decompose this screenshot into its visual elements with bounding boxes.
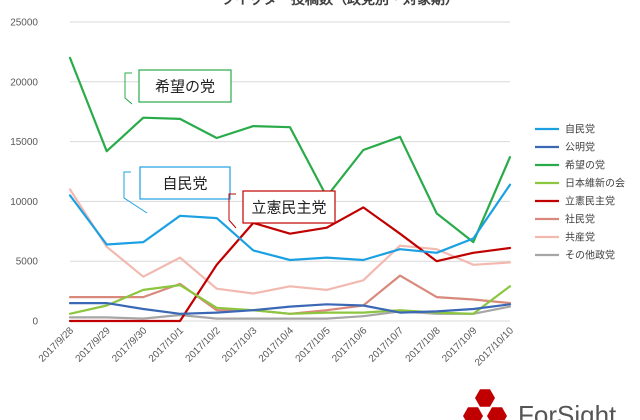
callout-leader — [228, 193, 237, 229]
callout-box — [139, 166, 231, 200]
chart-title: ツイッター投稿数（政党別・対象期） — [221, 0, 459, 7]
legend-item: 公明党 — [535, 141, 595, 154]
x-tick-label: 2017/10/2 — [184, 325, 224, 365]
logo-text: ForSight — [518, 400, 617, 420]
legend-item: 共産党 — [535, 231, 595, 244]
series-line-日本維新の会 — [68, 284, 512, 315]
series-line-希望の党 — [68, 56, 512, 244]
legend-label: その他政党 — [565, 249, 615, 262]
x-tick-label: 2017/10/5 — [294, 325, 334, 365]
y-tick-label: 5000 — [16, 257, 39, 268]
legend-label: 共産党 — [565, 231, 595, 244]
callout-box — [242, 190, 336, 224]
legend-item: 社民党 — [535, 213, 595, 226]
series-line-自民党 — [68, 183, 512, 262]
legend-label: 公明党 — [565, 141, 595, 154]
y-tick-label: 15000 — [10, 137, 38, 148]
series-line-その他政党 — [68, 305, 512, 320]
x-tick-label: 2017/10/1 — [147, 325, 187, 365]
logo-hex-icon — [487, 407, 507, 420]
legend-label: 日本維新の会 — [565, 177, 625, 190]
callout-box — [138, 69, 232, 103]
legend-label: 希望の党 — [565, 159, 605, 172]
x-tick-label: 2017/10/4 — [257, 325, 297, 365]
y-tick-label: 20000 — [10, 77, 38, 88]
forsight-logo: ForSight — [463, 389, 617, 420]
callout-label: 希望の党 — [155, 79, 215, 96]
series-line-立憲民主党 — [68, 206, 512, 323]
logo-hex-icon — [463, 407, 483, 420]
legend-item: 自民党 — [535, 123, 595, 136]
x-tick-label: 2017/9/29 — [74, 325, 114, 365]
legend-label: 社民党 — [565, 213, 595, 226]
series-line-共産党 — [68, 188, 512, 295]
legend-item: 立憲民主党 — [535, 195, 615, 208]
legend-item: 希望の党 — [535, 159, 605, 172]
x-tick-label: 2017/10/8 — [404, 325, 444, 365]
legend-label: 立憲民主党 — [565, 195, 615, 208]
legend-item: 日本維新の会 — [535, 177, 625, 190]
x-tick-label: 2017/9/30 — [110, 325, 150, 365]
x-tick-label: 2017/10/3 — [220, 325, 260, 365]
callout-label: 立憲民主党 — [251, 199, 326, 217]
series-line-公明党 — [68, 302, 512, 315]
y-tick-label: 25000 — [10, 18, 38, 29]
y-tick-label: 10000 — [10, 197, 38, 208]
x-tick-label: 2017/10/7 — [367, 325, 407, 365]
legend-label: 自民党 — [565, 123, 595, 136]
logo-hex-icon — [475, 389, 495, 407]
x-tick-label: 2017/10/6 — [330, 325, 370, 365]
x-tick-label: 2017/10/10 — [473, 325, 516, 368]
callout-leader — [123, 171, 148, 214]
callout-leader — [124, 72, 133, 105]
x-tick-label: 2017/9/28 — [37, 325, 77, 365]
y-tick-label: 0 — [32, 317, 38, 328]
callout-label: 自民党 — [162, 176, 207, 193]
legend-item: その他政党 — [535, 249, 615, 262]
